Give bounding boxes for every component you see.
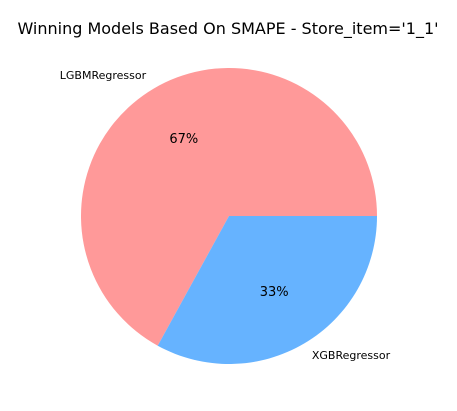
- chart-title: Winning Models Based On SMAPE - Store_it…: [17, 19, 438, 39]
- pct-label-xgbregressor: 33%: [260, 285, 289, 300]
- pct-label-lgbmregressor: 67%: [169, 132, 198, 147]
- pie-slices: [81, 68, 377, 364]
- slice-label-lgbmregressor: LGBMRegressor: [60, 69, 147, 82]
- slice-label-xgbregressor: XGBRegressor: [312, 349, 391, 362]
